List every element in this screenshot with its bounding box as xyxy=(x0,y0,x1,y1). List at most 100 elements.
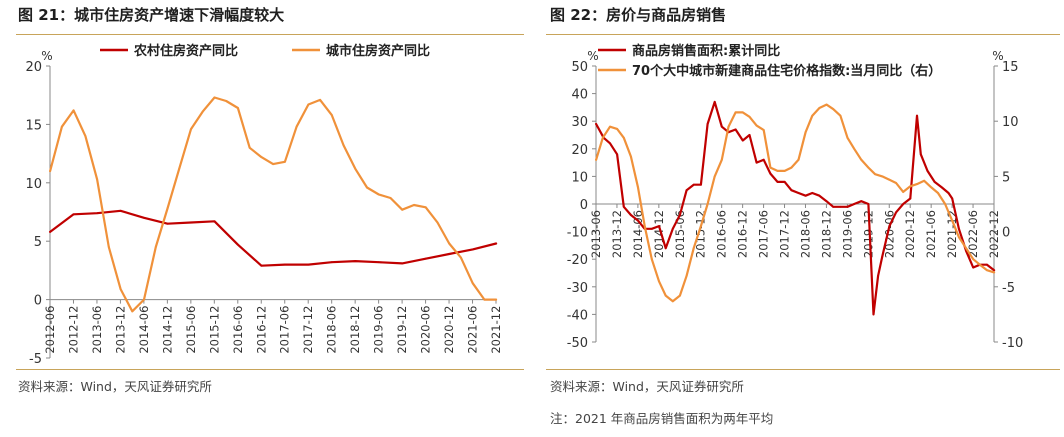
data-point-series-1 xyxy=(846,205,849,208)
x-tick-label: 2021-12 xyxy=(489,306,503,354)
data-point-series-2 xyxy=(706,203,709,205)
data-point-series-1 xyxy=(940,186,943,189)
right-figure-panel: 图 22：房价与商品房销售 -50 -40 -30 -20 -10 0 10 20 30 40 50… xyxy=(532,0,1064,437)
data-point-series-1 xyxy=(692,183,695,186)
data-point-series-1 xyxy=(679,214,681,216)
y2-tick-label: 15 xyxy=(1002,60,1019,75)
data-point-series-1 xyxy=(143,216,145,219)
y-tick-label: -40 xyxy=(567,308,588,323)
data-point-series-2 xyxy=(650,258,653,261)
data-point-series-1 xyxy=(72,213,75,216)
x-tick-label: 2015-12 xyxy=(207,306,221,354)
data-point-series-2 xyxy=(937,192,939,194)
data-point-series-2 xyxy=(248,146,251,149)
data-point-series-1 xyxy=(919,153,922,156)
x-tick-label: 2018-12 xyxy=(348,306,362,354)
data-point-series-1 xyxy=(237,243,239,246)
data-point-series-1 xyxy=(330,261,333,264)
data-point-series-1 xyxy=(284,263,286,266)
data-point-series-2 xyxy=(295,125,298,128)
data-point-series-2 xyxy=(330,114,333,116)
data-point-series-1 xyxy=(616,153,618,156)
data-point-series-2 xyxy=(495,298,497,301)
data-point-series-2 xyxy=(867,166,870,169)
data-point-series-1 xyxy=(993,269,995,272)
y-tick-label: -5 xyxy=(29,352,42,367)
y-tick-label: 40 xyxy=(571,88,588,103)
legend-label-2: 70个大中城市新建商品住宅价格指数:当月同比（右） xyxy=(632,63,941,79)
data-point-series-2 xyxy=(424,206,427,209)
left-source-text: 资料来源：Wind，天风证券研究所 xyxy=(18,379,212,394)
data-point-series-2 xyxy=(888,178,891,181)
data-point-series-2 xyxy=(797,158,800,161)
x-tick-label: 2019-12 xyxy=(395,306,409,354)
data-point-series-2 xyxy=(930,186,933,189)
x-tick-label: 2018-06 xyxy=(798,210,812,258)
data-point-series-1 xyxy=(664,247,667,250)
data-point-series-2 xyxy=(881,175,884,178)
data-point-series-1 xyxy=(755,161,758,164)
y-tick-label: 5 xyxy=(34,235,42,250)
data-point-series-2 xyxy=(741,111,744,114)
x-tick-label: 2017-12 xyxy=(301,306,315,354)
data-point-series-1 xyxy=(972,266,975,269)
x-tick-label: 2019-12 xyxy=(861,210,875,258)
data-point-series-2 xyxy=(839,114,842,117)
right-footer-rule xyxy=(546,369,1060,370)
data-point-series-1 xyxy=(783,181,786,183)
legend-label-2: 城市住房资产同比 xyxy=(326,43,430,59)
data-point-series-2 xyxy=(671,300,674,303)
x-tick-label: 2020-12 xyxy=(442,306,456,354)
data-point-series-1 xyxy=(401,262,404,265)
data-point-series-2 xyxy=(49,170,51,173)
data-point-series-2 xyxy=(853,147,856,150)
data-point-series-1 xyxy=(947,192,950,194)
data-point-series-2 xyxy=(154,246,157,248)
data-point-series-1 xyxy=(951,197,954,200)
data-point-series-1 xyxy=(622,205,625,208)
x-tick-label: 2021-06 xyxy=(924,210,938,258)
data-point-series-2 xyxy=(366,186,368,189)
x-tick-label: 2018-12 xyxy=(819,210,833,258)
data-point-series-1 xyxy=(741,139,744,142)
data-point-series-2 xyxy=(260,156,263,158)
data-point-series-2 xyxy=(818,107,821,109)
x-tick-label: 2015-06 xyxy=(184,306,198,354)
data-point-series-1 xyxy=(860,200,863,203)
data-point-series-2 xyxy=(61,125,63,128)
x-tick-label: 2014-06 xyxy=(631,210,645,258)
x-tick-label: 2013-12 xyxy=(610,210,624,258)
y-tick-label: 15 xyxy=(25,118,42,133)
y2-tick-label: -10 xyxy=(1002,336,1023,351)
y-unit-label: % xyxy=(41,49,52,63)
data-point-series-1 xyxy=(307,263,310,266)
data-point-series-1 xyxy=(595,123,597,125)
x-tick-label: 2020-12 xyxy=(903,210,917,258)
data-point-series-1 xyxy=(797,192,800,194)
x-tick-label: 2013-06 xyxy=(589,210,603,258)
data-point-series-2 xyxy=(965,247,967,250)
data-point-series-1 xyxy=(748,134,751,136)
data-point-series-2 xyxy=(178,167,181,170)
y2-tick-label: 0 xyxy=(1002,226,1010,241)
right-figure-title: 图 22：房价与商品房销售 xyxy=(550,6,727,24)
series-line-1 xyxy=(594,100,996,316)
y2-unit-label: % xyxy=(992,49,1003,63)
left-title-rule xyxy=(16,34,524,35)
data-point-series-2 xyxy=(923,179,926,182)
data-point-series-1 xyxy=(495,242,497,245)
x-tick-label: 2013-12 xyxy=(113,306,127,354)
data-point-series-2 xyxy=(902,191,905,193)
data-point-series-2 xyxy=(190,128,192,130)
x-tick-label: 2020-06 xyxy=(419,306,433,354)
data-point-series-2 xyxy=(483,298,486,301)
left-line-chart: -5 0 5 10 15 20% 2012-06 2012-12 2013-06 2013-12 2… xyxy=(25,43,503,367)
data-point-series-2 xyxy=(825,103,828,106)
y-tick-label: 10 xyxy=(25,177,42,192)
y-tick-label: -50 xyxy=(567,336,588,351)
x-tick-label: 2016-12 xyxy=(254,306,268,354)
data-point-series-2 xyxy=(342,144,345,147)
x-tick-label: 2013-06 xyxy=(90,306,104,354)
data-point-series-2 xyxy=(131,310,134,313)
y-tick-label: 20 xyxy=(25,60,42,75)
